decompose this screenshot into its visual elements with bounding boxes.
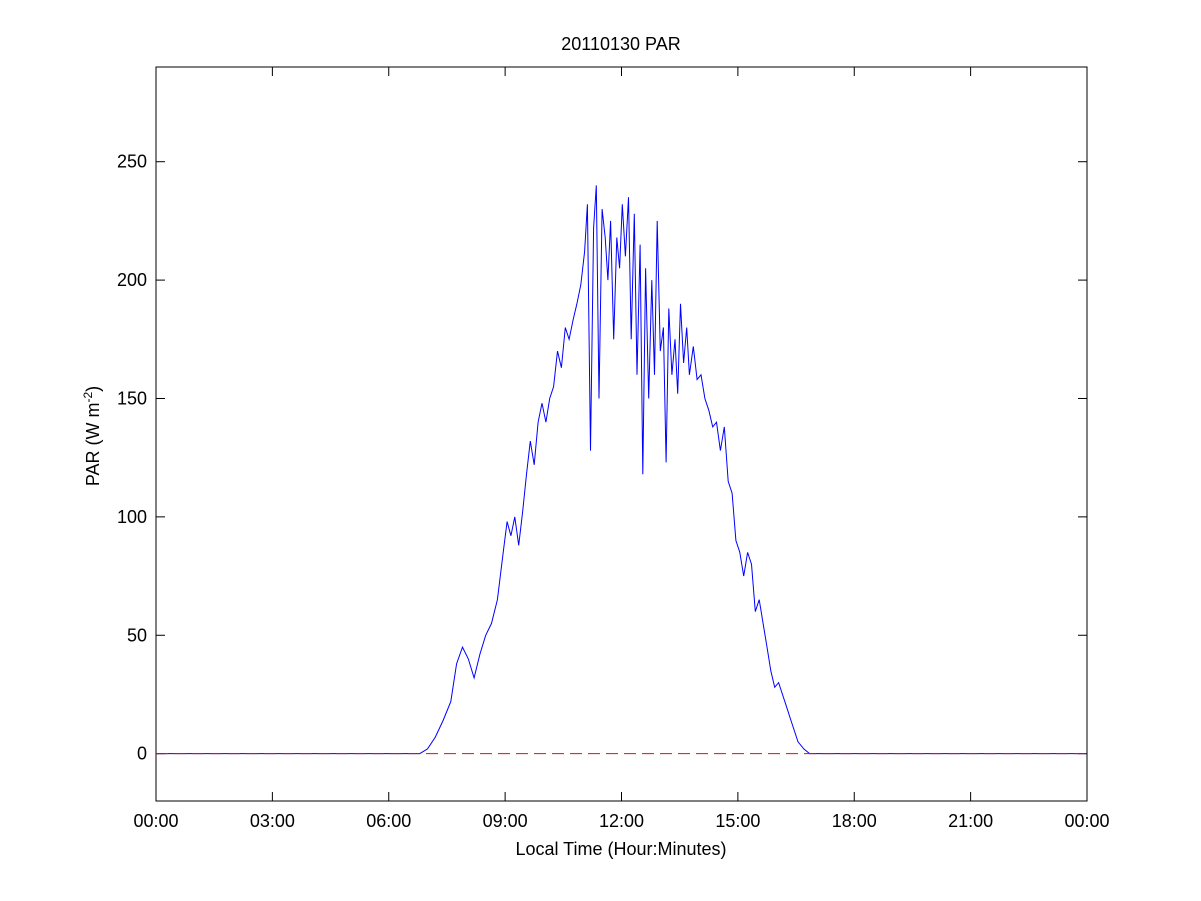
chart-title: 20110130 PAR xyxy=(561,34,680,54)
x-tick-label: 15:00 xyxy=(715,811,760,831)
x-tick-label: 00:00 xyxy=(1064,811,1109,831)
x-axis-ticks: 00:00 03:00 06:00 09:00 12:00 15:00 18:00 21:00… xyxy=(133,67,1110,831)
x-tick-label: 12:00 xyxy=(599,811,644,831)
y-axis-label-superscript: -2 xyxy=(81,392,95,403)
y-axis-ticks: 0 50 100 150 200 250 xyxy=(117,152,1087,764)
x-tick-label: 00:00 xyxy=(133,811,178,831)
y-tick-label: 0 xyxy=(137,744,147,764)
y-axis-label-close: ) xyxy=(83,386,103,392)
plot-frame xyxy=(155,66,1088,802)
y-tick-label: 200 xyxy=(117,270,147,290)
y-tick-label: 150 xyxy=(117,388,147,408)
y-tick-label: 50 xyxy=(127,625,147,645)
par-series-line xyxy=(156,185,1087,755)
y-tick-label: 250 xyxy=(117,152,147,172)
x-tick-label: 09:00 xyxy=(483,811,528,831)
x-axis-label: Local Time (Hour:Minutes) xyxy=(515,839,726,859)
y-axis-label: PAR (W m-2) xyxy=(81,386,103,486)
x-tick-label: 03:00 xyxy=(250,811,295,831)
x-tick-label: 06:00 xyxy=(366,811,411,831)
series-layer xyxy=(156,185,1087,755)
x-tick-label: 21:00 xyxy=(948,811,993,831)
y-tick-label: 100 xyxy=(117,507,147,527)
y-axis-label-main: PAR (W m xyxy=(83,403,103,487)
x-tick-label: 18:00 xyxy=(832,811,877,831)
